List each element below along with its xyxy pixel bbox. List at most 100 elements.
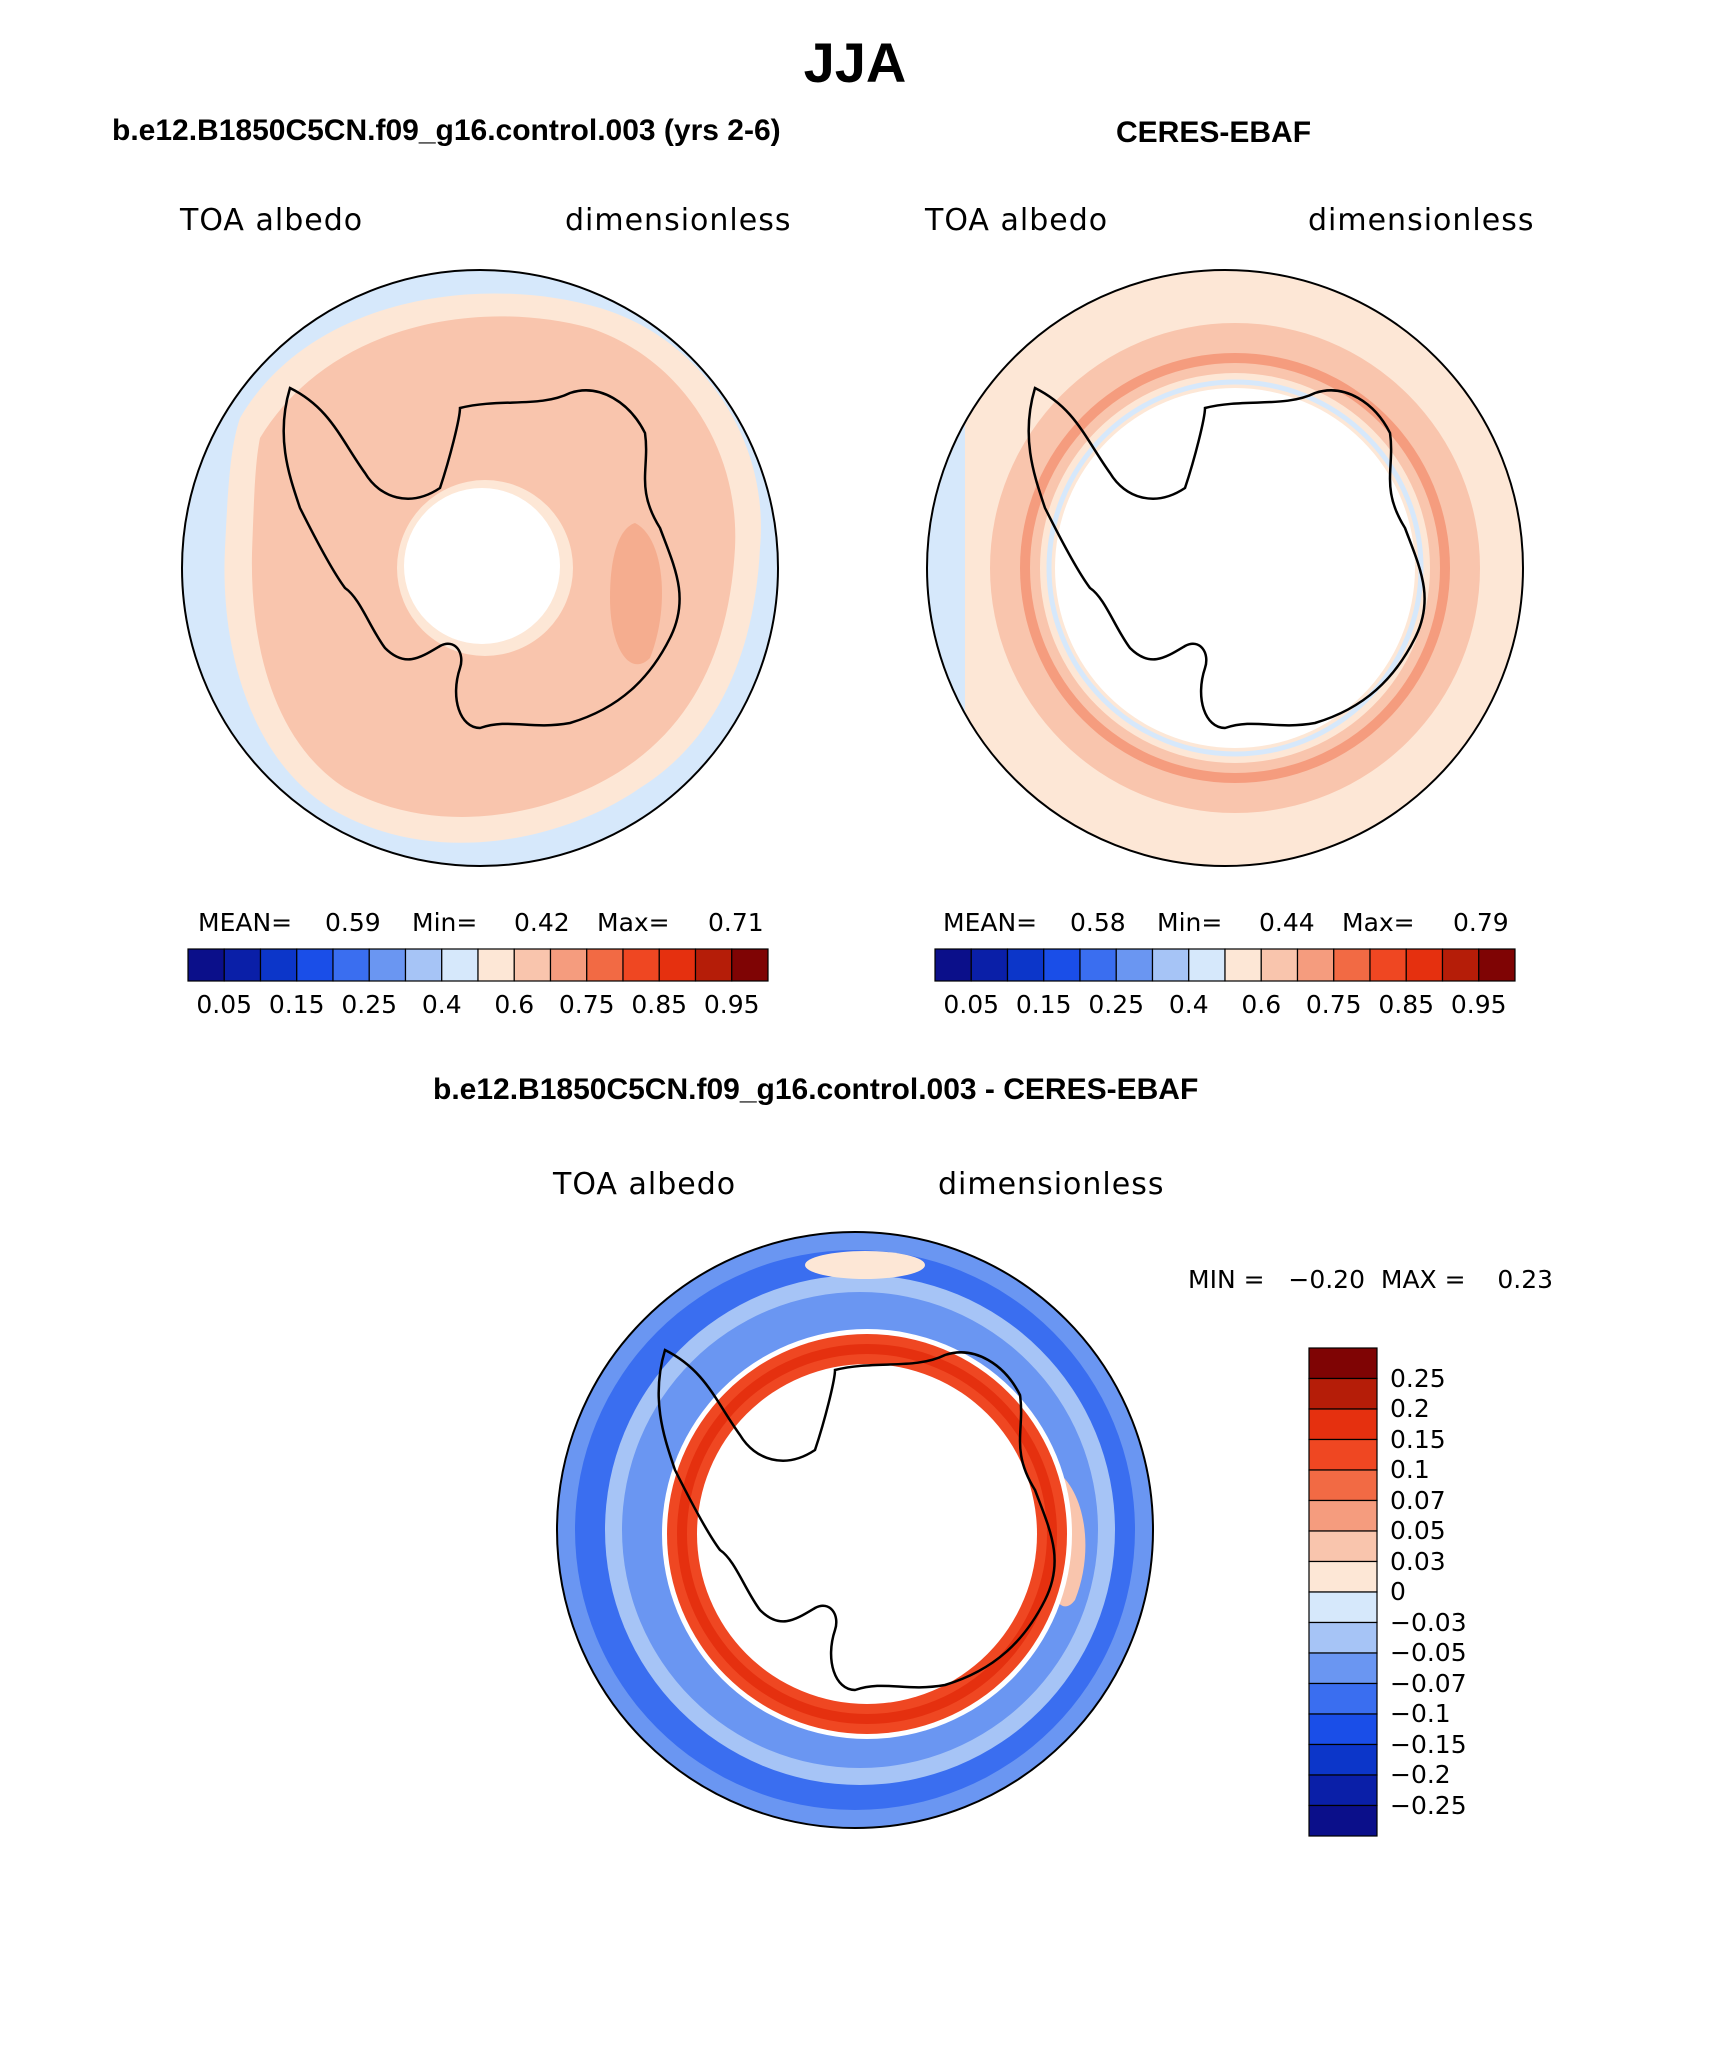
panel-diff-colorbar [1308,1347,1378,1837]
colorbar-tick-label: 0.6 [494,990,535,1019]
field-positive-patch-north [805,1251,925,1279]
panel-model-mean-value: 0.59 [325,908,381,937]
colorbar-tick-label: −0.2 [1390,1760,1451,1789]
colorbar-swatch [1115,948,1154,982]
panel-model-variable-label: TOA albedo [180,203,364,238]
colorbar-tick-label: −0.07 [1390,1668,1467,1698]
colorbar-swatch [970,948,1009,982]
colorbar-swatch [223,948,262,982]
colorbar-tick-label: 0.05 [1390,1516,1446,1545]
colorbar-tick-label: 0.75 [1305,990,1362,1019]
panel-diff-heading: b.e12.B1850C5CN.f09_g16.control.003 - CE… [433,1073,1199,1106]
colorbar-tick-label: 0.85 [631,990,688,1019]
colorbar-tick-label: 0.85 [1378,990,1435,1019]
field-missing-center [404,488,560,644]
panel-obs-max-label: Max= [1342,908,1415,937]
colorbar-tick-label: 0.2 [1390,1394,1430,1423]
colorbar-swatch [1224,948,1262,982]
colorbar-swatch [187,948,225,982]
colorbar-swatch [694,948,733,982]
colorbar-tick-label: 0.07 [1390,1485,1446,1515]
panel-diff-units-label: dimensionless [938,1167,1165,1202]
colorbar-tick-label: 0.1 [1390,1455,1430,1484]
panel-obs-heading: CERES-EBAF [1116,116,1312,149]
colorbar-tick-label: 0.95 [1450,990,1507,1019]
colorbar-tick-label: 0.4 [421,990,462,1019]
map-boundary-circle [556,1231,1154,1829]
colorbar-tick-label: −0.15 [1390,1729,1467,1759]
colorbar-swatch [1308,1469,1378,1502]
colorbar-tick-label: −0.1 [1390,1699,1451,1728]
antarctica-coastline [1027,386,1426,730]
colorbar-tick-label: 0.15 [1390,1424,1446,1454]
colorbar-tick-label: 0.05 [196,990,253,1019]
colorbar-tick-label: 0.75 [558,990,615,1019]
colorbar-swatch [1308,1743,1378,1776]
field-ice-edge-line [1046,379,1424,757]
colorbar-swatch [1079,948,1117,982]
colorbar-swatch [1151,948,1190,982]
panel-model-map [181,269,779,867]
colorbar-swatch [1006,948,1045,982]
field-missing-center [697,1364,1037,1704]
panel-model-mean-label: MEAN= [198,908,293,937]
colorbar-swatch [1333,948,1371,982]
map-boundary-circle [181,269,779,867]
panel-diff-map [556,1231,1154,1829]
colorbar-tick-label: −0.25 [1390,1790,1467,1820]
panel-model-heading: b.e12.B1850C5CN.f09_g16.control.003 (yrs… [112,114,781,147]
colorbar-swatch [404,948,443,982]
colorbar-swatch [1308,1408,1378,1441]
panel-diff-variable-label: TOA albedo [553,1167,737,1202]
panel-model-min-label: Min= [412,908,478,937]
panel-obs-colorbar [934,948,1516,982]
field-missing-center [1055,388,1415,748]
panel-obs-units-label: dimensionless [1308,203,1535,238]
colorbar-swatch [731,948,769,982]
panel-model-units-label: dimensionless [565,203,792,238]
panel-obs-mean-label: MEAN= [943,908,1038,937]
antarctica-coastline [282,386,681,730]
colorbar-tick-label: −0.05 [1390,1638,1467,1667]
antarctica-coastline [657,1348,1056,1692]
panel-model-colorbar [187,948,769,982]
colorbar-swatch [1405,948,1444,982]
colorbar-swatch [1308,1774,1378,1807]
panel-obs-map [926,269,1524,867]
panel-obs-min-value: 0.44 [1259,908,1315,937]
colorbar-swatch [658,948,697,982]
field-low-albedo-west [927,270,965,866]
panel-obs-max-value: 0.79 [1453,908,1509,937]
colorbar-tick-label: 0.4 [1168,990,1209,1019]
colorbar-tick-label: 0.15 [268,990,325,1019]
colorbar-swatch [1043,948,1081,982]
colorbar-swatch [1478,948,1516,982]
colorbar-swatch [934,948,972,982]
colorbar-tick-label: 0.25 [1390,1363,1446,1393]
panel-obs-min-label: Min= [1157,908,1223,937]
panel-diff-min-max: MIN = −0.20 MAX = 0.23 [1188,1265,1554,1294]
colorbar-swatch [296,948,334,982]
colorbar-swatch [1308,1347,1378,1380]
colorbar-swatch [1308,1560,1378,1593]
colorbar-tick-label: 0.95 [703,990,760,1019]
colorbar-swatch [1308,1438,1378,1471]
colorbar-swatch [1308,1682,1378,1715]
colorbar-swatch [1441,948,1480,982]
colorbar-swatch [1308,1530,1378,1563]
colorbar-tick-label: 0.6 [1241,990,1282,1019]
colorbar-tick-label: 0.15 [1015,990,1072,1019]
figure-title: JJA [803,31,907,94]
panel-model-min-value: 0.42 [514,908,570,937]
colorbar-swatch [1188,948,1226,982]
colorbar-swatch [549,948,588,982]
colorbar-swatch [513,948,552,982]
colorbar-tick-label: 0.25 [341,990,398,1019]
panel-obs-variable-label: TOA albedo [925,203,1109,238]
colorbar-swatch [1369,948,1407,982]
colorbar-swatch [368,948,407,982]
colorbar-swatch [259,948,298,982]
colorbar-swatch [1308,1499,1378,1532]
colorbar-tick-label: 0.05 [943,990,1000,1019]
colorbar-swatch [586,948,624,982]
